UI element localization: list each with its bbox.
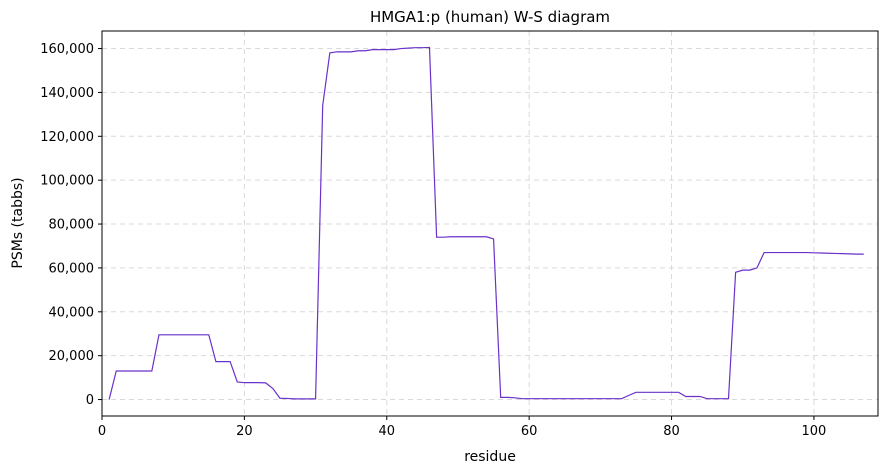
grid	[101, 31, 878, 416]
y-tick-label: 100,000	[40, 174, 94, 189]
y-tick-label: 160,000	[40, 42, 94, 57]
y-tick-label: 40,000	[49, 305, 95, 320]
y-tick-label: 20,000	[49, 349, 95, 364]
x-tick-label: 40	[378, 424, 395, 439]
x-tick-label: 60	[521, 424, 538, 439]
x-tick-label: 0	[98, 424, 106, 439]
series-line	[108, 46, 864, 400]
x-axis-label: residue	[464, 449, 516, 465]
y-tick-label: 140,000	[40, 86, 94, 101]
y-tick-label: 80,000	[49, 218, 95, 233]
y-tick-label: 0	[86, 393, 94, 408]
x-tick-label: 100	[802, 424, 827, 439]
y-tick-label: 60,000	[49, 261, 95, 276]
y-tick-label: 120,000	[40, 130, 94, 145]
plot-area	[101, 30, 879, 417]
axis-ticks: 0 20 40 60 80 100 0 20,000 40,000 60,000 80,000 100…	[40, 42, 826, 439]
chart-title: HMGA1:p (human) W-S diagram	[370, 8, 610, 26]
x-tick-label: 20	[236, 424, 253, 439]
y-axis-label: PSMs (tabbs)	[10, 177, 26, 268]
x-tick-label: 80	[663, 424, 680, 439]
